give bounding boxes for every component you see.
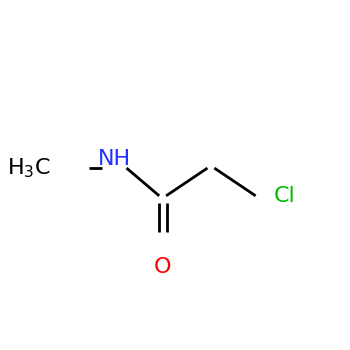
Text: H$_3$C: H$_3$C xyxy=(7,156,50,180)
Text: O: O xyxy=(154,257,172,277)
Text: NH: NH xyxy=(98,149,131,169)
Text: Cl: Cl xyxy=(274,186,296,206)
